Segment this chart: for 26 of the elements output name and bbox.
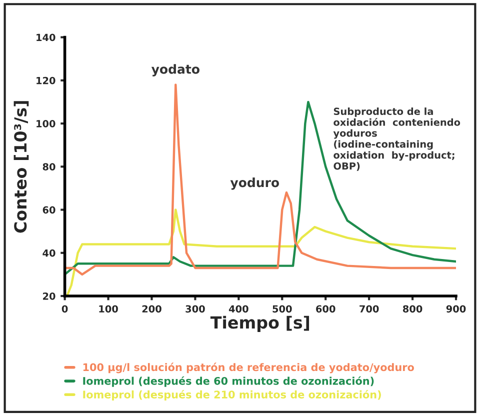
x-tick-label: 100 (99, 305, 118, 313)
x-tick-label: 800 (402, 305, 422, 313)
legend-label: Iomeprol (después de 210 minutos de ozonización) (83, 390, 381, 400)
y-axis-title: Conteo [10³/s] (14, 101, 29, 233)
x-axis-title: Tiempo [s] (210, 316, 310, 332)
x-tick-label: 700 (360, 305, 379, 313)
x-tick-label: 400 (228, 305, 248, 313)
y-tick-label: 60 (42, 206, 56, 214)
x-tick-label: 0 (62, 305, 68, 313)
y-tick-label: 100 (36, 120, 56, 128)
x-tick-label: 300 (186, 305, 205, 313)
y-tick-label: 140 (36, 34, 56, 42)
x-tick-label: 200 (142, 305, 162, 313)
annotation: Subproducto de la oxidación conteniendo yoduros (iodine-containing oxidation by-product; OBP) (333, 108, 460, 171)
y-tick-label: 20 (43, 292, 56, 300)
line-series (66, 208, 456, 296)
y-tick-label: 40 (42, 249, 56, 257)
x-tick-label: 900 (446, 305, 466, 313)
legend-label: Iomeprol (después de 60 minutos de ozonización) (83, 376, 374, 387)
legend-label: 100 µg/l solución patrón de referencia de yodato/yoduro (83, 362, 414, 374)
annotation: yodato (151, 64, 200, 76)
y-tick-label: 80 (42, 163, 56, 170)
y-tick-label: 120 (36, 76, 56, 84)
x-tick-label: 600 (316, 305, 336, 313)
x-tick-label: 500 (272, 305, 292, 313)
annotation: yoduro (230, 178, 279, 190)
